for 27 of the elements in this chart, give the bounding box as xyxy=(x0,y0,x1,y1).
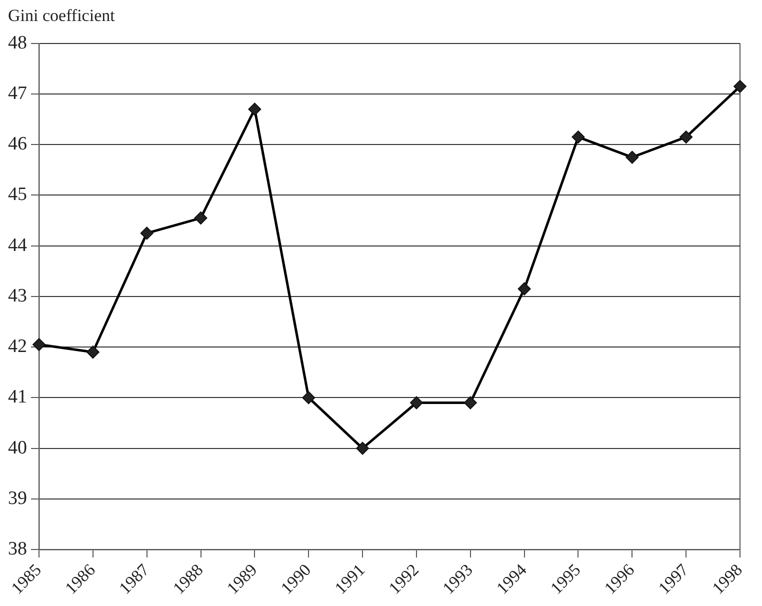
y-tick-label: 42 xyxy=(8,336,27,358)
y-axis-title: Gini coefficient xyxy=(8,6,115,26)
point xyxy=(410,396,423,410)
point xyxy=(302,391,316,404)
point xyxy=(734,80,746,93)
point xyxy=(140,226,154,240)
point xyxy=(356,442,370,455)
point xyxy=(518,282,531,296)
y-tick-label: 46 xyxy=(8,134,27,155)
point xyxy=(32,338,46,352)
y-tick-label: 44 xyxy=(8,234,28,256)
y-tick-label: 41 xyxy=(8,386,27,408)
y-tick-label: 39 xyxy=(8,488,27,509)
y-tick-label: 45 xyxy=(8,184,27,206)
point xyxy=(680,130,693,144)
x-tick-label: 1991 xyxy=(331,560,369,598)
y-tick-label: 48 xyxy=(8,32,27,54)
point xyxy=(248,102,262,116)
point xyxy=(86,346,100,359)
point xyxy=(194,212,208,225)
point xyxy=(464,396,477,410)
point xyxy=(626,150,639,164)
point xyxy=(572,130,585,144)
y-tick-label: 43 xyxy=(8,285,27,306)
y-tick-label: 40 xyxy=(8,437,27,458)
y-tick-label: 38 xyxy=(8,538,27,560)
y-tick-label: 47 xyxy=(8,83,27,104)
